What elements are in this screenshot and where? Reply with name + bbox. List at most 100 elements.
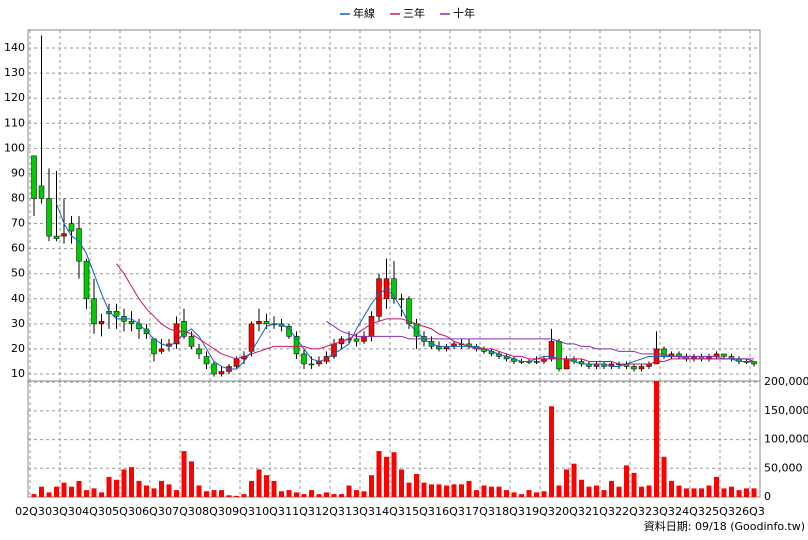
volume-bar xyxy=(354,490,359,497)
x-tick-label: 24Q3 xyxy=(675,505,705,518)
x-tick-label: 19Q3 xyxy=(525,505,555,518)
candle-body xyxy=(301,353,307,365)
volume-bar xyxy=(196,485,202,497)
volume-bar xyxy=(699,488,704,497)
x-tick-label: 20Q3 xyxy=(555,505,585,518)
volume-bar xyxy=(144,485,149,497)
x-tick-label: 26Q3 xyxy=(735,505,765,518)
candle-body xyxy=(151,338,157,355)
volume-bar xyxy=(429,484,434,497)
volume-bar xyxy=(444,485,449,497)
volume-bar xyxy=(676,485,682,497)
volume-bar xyxy=(451,484,457,497)
volume-bar xyxy=(264,475,269,497)
volume-bar xyxy=(181,451,187,497)
x-tick-label: 14Q3 xyxy=(375,505,405,518)
x-tick-label: 11Q3 xyxy=(285,505,315,518)
volume-bar xyxy=(579,479,584,497)
volume-bar xyxy=(534,492,539,497)
legend-label: 三年 xyxy=(403,6,425,20)
candle-body xyxy=(181,321,187,337)
candle-body xyxy=(391,278,397,300)
volume-bar xyxy=(466,480,472,497)
y-tick-label: 70 xyxy=(11,217,25,230)
volume-bar xyxy=(346,485,352,497)
y-tick-label: 10 xyxy=(11,367,25,380)
y2-tick-label: 50,000 xyxy=(764,461,803,474)
x-tick-label: 08Q3 xyxy=(195,505,225,518)
volume-bar xyxy=(136,480,142,497)
candle-body xyxy=(661,348,667,357)
x-tick-label: 09Q3 xyxy=(225,505,255,518)
x-tick-label: 04Q3 xyxy=(75,505,105,518)
volume-bar xyxy=(436,484,442,497)
y-tick-label: 110 xyxy=(4,116,25,129)
volume-bar xyxy=(91,488,97,497)
x-tick-label: 03Q3 xyxy=(45,505,75,518)
volume-bar xyxy=(729,486,734,497)
candle-body xyxy=(128,321,135,325)
volume-bar xyxy=(361,491,367,497)
candle-body xyxy=(211,363,217,375)
x-tick-label: 06Q3 xyxy=(135,505,165,518)
candle-body xyxy=(361,336,367,342)
x-tick-label: 10Q3 xyxy=(255,505,285,518)
volume-bar xyxy=(286,490,292,497)
volume-bar xyxy=(46,492,52,497)
candle-body xyxy=(61,233,67,237)
x-tick-label: 18Q3 xyxy=(495,505,525,518)
y2-tick-label: 200,000 xyxy=(764,375,808,388)
y-tick-label: 40 xyxy=(11,292,25,305)
volume-bar xyxy=(159,480,164,497)
volume-bar xyxy=(631,472,637,497)
ma-line xyxy=(326,320,754,360)
candle-body xyxy=(353,338,360,342)
volume-bar xyxy=(421,482,427,497)
y-tick-label: 130 xyxy=(4,66,25,79)
candle-body xyxy=(556,341,562,370)
candle-body xyxy=(31,155,37,199)
volume-bar xyxy=(271,480,277,497)
candle-body xyxy=(158,348,165,352)
candle-body xyxy=(721,353,727,357)
candle-body xyxy=(91,298,97,325)
volume-bar xyxy=(211,490,217,497)
volume-bar xyxy=(384,456,389,497)
volume-bar xyxy=(39,486,44,497)
volume-bar xyxy=(294,492,299,497)
volume-bar xyxy=(691,488,697,497)
volume-bar xyxy=(474,490,479,497)
volume-bar xyxy=(744,488,749,497)
volume-bar xyxy=(564,469,569,497)
y-tick-label: 100 xyxy=(4,141,25,154)
volume-bar xyxy=(189,461,194,497)
candle-body xyxy=(286,326,292,337)
volume-bar xyxy=(414,474,419,497)
volume-bar xyxy=(174,490,179,497)
volume-bar xyxy=(481,485,487,497)
y-tick-label: 90 xyxy=(11,166,25,179)
x-tick-label: 15Q3 xyxy=(405,505,435,518)
volume-bar xyxy=(301,494,307,497)
volume-bar xyxy=(496,486,502,497)
volume-bar xyxy=(571,463,577,497)
volume-bar xyxy=(609,480,614,497)
candle-body xyxy=(256,321,262,325)
volume-bar xyxy=(76,480,82,497)
volume-bar xyxy=(121,469,127,497)
volume-bar xyxy=(519,494,524,497)
x-tick-label: 12Q3 xyxy=(315,505,345,518)
x-tick-label: 21Q3 xyxy=(585,505,615,518)
volume-bar xyxy=(309,490,314,497)
volume-bar xyxy=(391,452,397,497)
volume-bar xyxy=(661,456,667,497)
volume-bar xyxy=(256,469,262,497)
candle-body xyxy=(113,311,120,317)
volume-bar xyxy=(549,406,554,497)
volume-bar xyxy=(736,490,742,497)
source: 資料日期: 09/18 (Goodinfo.tw) xyxy=(644,519,805,533)
candle-body xyxy=(196,348,202,355)
candle-body xyxy=(368,316,375,337)
volume-bar xyxy=(166,484,172,497)
